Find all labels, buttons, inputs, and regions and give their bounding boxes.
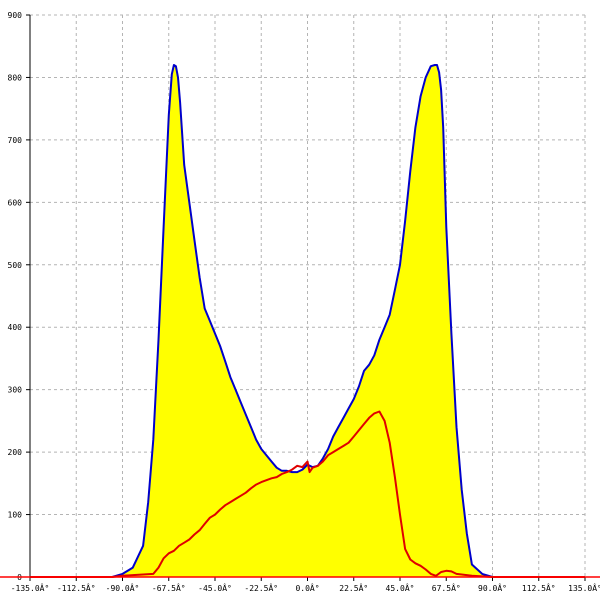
x-tick-label-3: -67.5Â° (152, 582, 186, 593)
x-tick-label-4: -45.0Â° (198, 582, 232, 593)
y-tick-label-4: 400 (8, 323, 23, 332)
x-tick-label-8: 45.0Â° (386, 582, 415, 593)
series-layer (30, 64, 585, 578)
x-tick-label-6: 0.0Â° (295, 582, 319, 593)
x-tick-label-12: 135.0Â° (568, 582, 600, 593)
series-0-area (30, 65, 585, 577)
y-tick-label-6: 600 (8, 198, 23, 207)
x-tick-label-10: 90.0Â° (478, 582, 507, 593)
x-tick-labels: -135.0Â° -112.5Â° -90.0Â° -67.5Â° -45.0Â° -22… (11, 577, 600, 593)
x-tick-label-0: -135.0Â° (11, 582, 50, 593)
y-tick-label-1: 100 (8, 511, 23, 520)
y-tick-label-9: 900 (8, 11, 23, 20)
x-tick-label-7: 22.5Â° (339, 582, 368, 593)
x-tick-label-1: -112.5Â° (57, 582, 96, 593)
y-tick-label-7: 700 (8, 136, 23, 145)
x-tick-label-2: -90.0Â° (106, 582, 140, 593)
series-1-line (30, 410, 585, 578)
y-tick-label-2: 200 (8, 448, 23, 457)
x-tick-label-11: 112.5Â° (522, 582, 556, 593)
y-tick-label-5: 500 (8, 261, 23, 270)
y-tick-label-3: 300 (8, 386, 23, 395)
y-tick-labels: 0100200300400500600700800900 (8, 11, 30, 582)
y-tick-label-8: 800 (8, 73, 23, 82)
x-tick-label-9: 67.5Â° (432, 582, 461, 593)
x-tick-label-5: -22.5Â° (244, 582, 278, 593)
